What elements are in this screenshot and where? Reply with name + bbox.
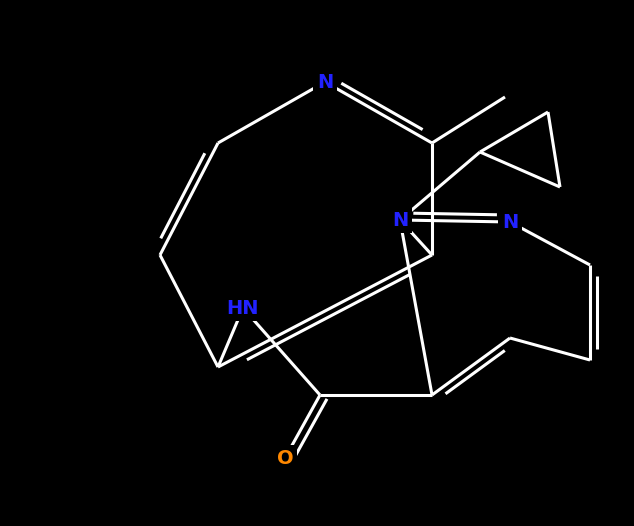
Text: N: N	[317, 73, 333, 92]
Text: O: O	[276, 449, 294, 468]
Text: N: N	[392, 210, 408, 229]
Text: N: N	[502, 213, 518, 231]
Text: HN: HN	[227, 298, 259, 318]
